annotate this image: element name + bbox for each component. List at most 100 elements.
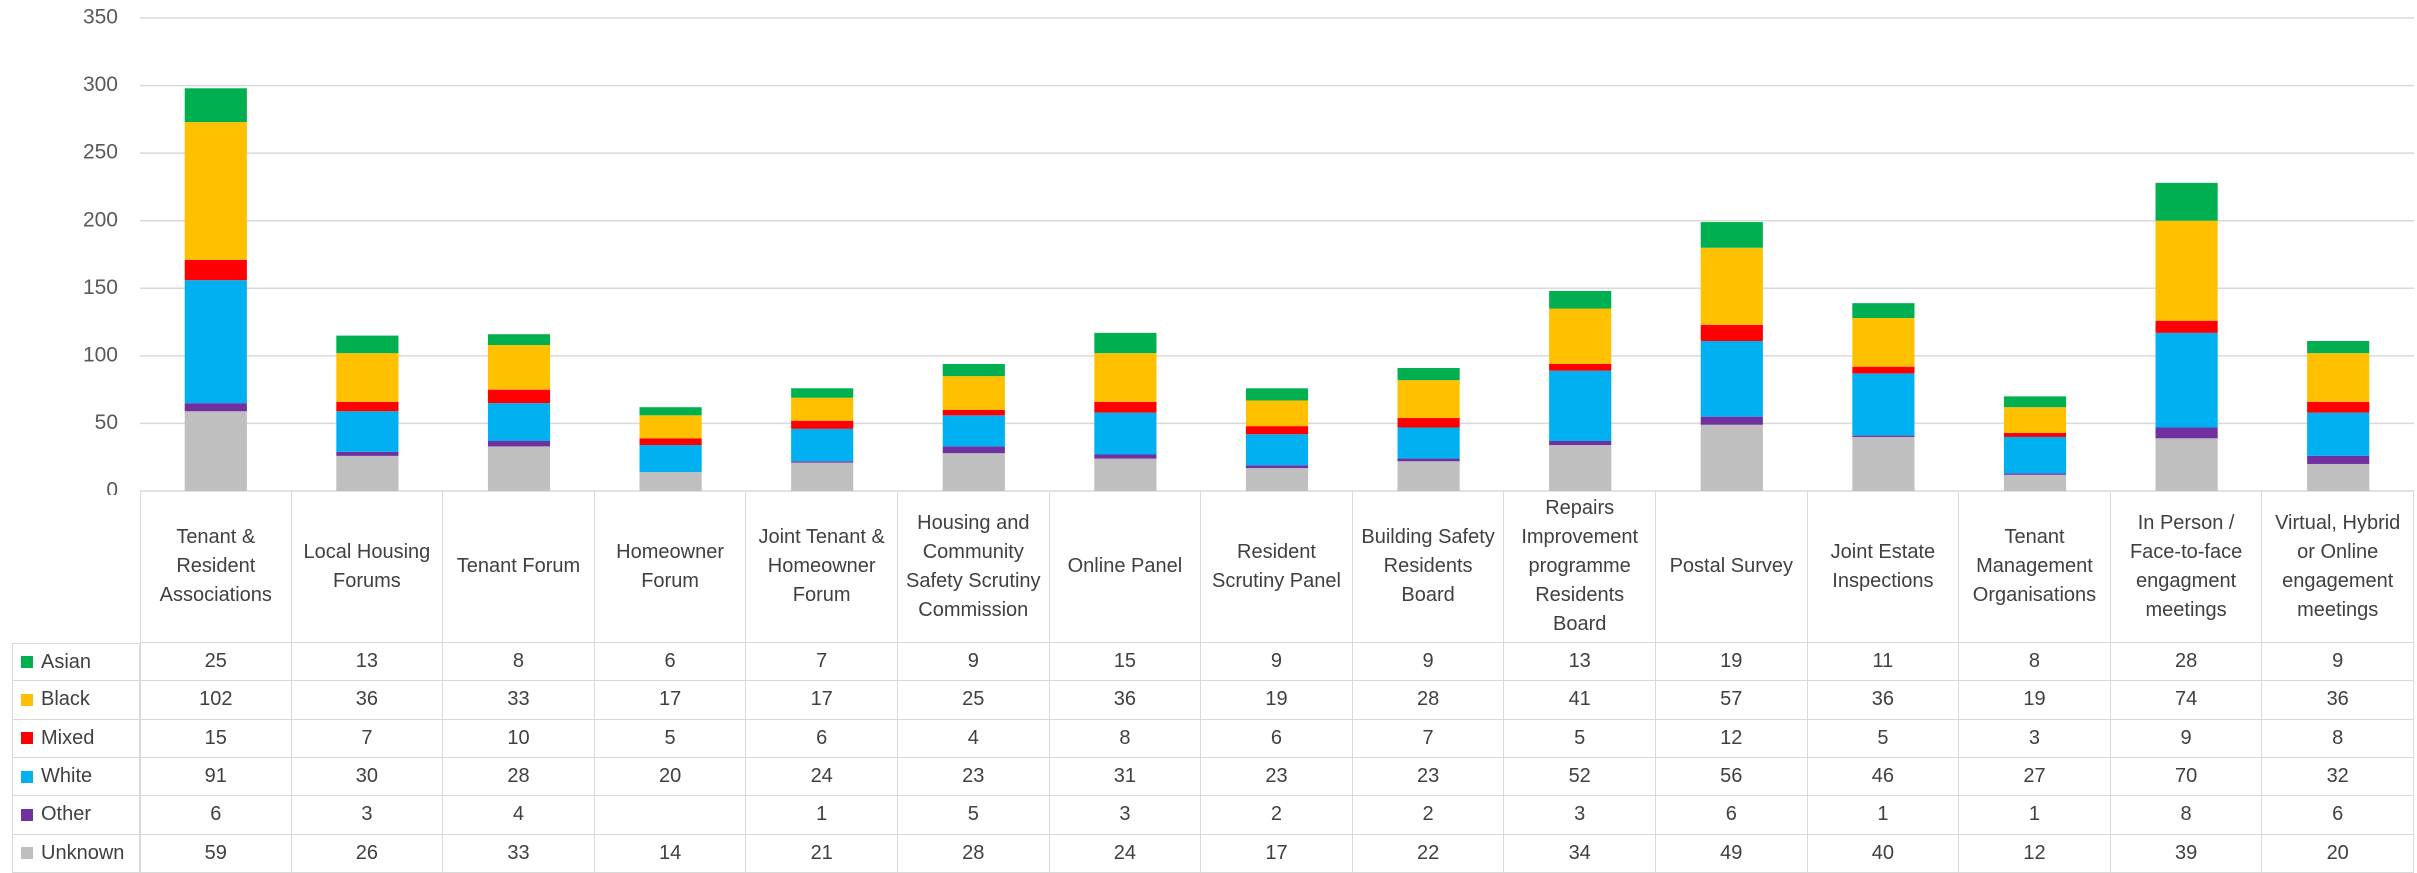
table-value: 1 <box>746 796 898 835</box>
category-label: Online Panel <box>1049 491 1202 643</box>
table-value: 15 <box>1049 643 1202 682</box>
legend-swatch <box>21 693 33 706</box>
category-label: Tenant Management Organisations <box>1959 491 2111 643</box>
legend-swatch <box>21 656 33 669</box>
bar-segment <box>2155 182 2218 221</box>
table-value: 14 <box>594 834 747 873</box>
table-value: 15 <box>140 719 292 758</box>
bar-segment <box>2155 320 2218 333</box>
bar-segment <box>1094 353 1157 402</box>
category-label: Virtual, Hybrid or Online engagement mee… <box>2262 491 2414 643</box>
table-value: 25 <box>140 643 292 682</box>
bar-segment <box>1549 290 1612 309</box>
bar-segment <box>487 440 551 447</box>
plot-area: 0 50 100 150 200 250 300 350 <box>83 6 2414 495</box>
bar-segment <box>2155 220 2218 321</box>
bar-segment <box>184 280 247 404</box>
table-value: 1 <box>1807 796 1960 835</box>
bar-segment <box>1700 324 1763 341</box>
legend-label: Black <box>41 688 90 711</box>
table-value: 9 <box>2110 719 2263 758</box>
table-value: 20 <box>594 758 747 797</box>
table-value: 40 <box>1807 834 1960 873</box>
category-label: Joint Tenant & Homeowner Forum <box>746 491 898 643</box>
table-value: 3 <box>1049 796 1202 835</box>
legend-entry: Other <box>12 796 140 835</box>
table-value: 28 <box>2110 643 2263 682</box>
bar-segment <box>1700 416 1763 425</box>
table-value: 5 <box>1807 719 1960 758</box>
table-value: 7 <box>291 719 444 758</box>
bar-segment <box>1245 426 1309 435</box>
bar-segment <box>2003 432 2067 437</box>
bar-segment <box>942 453 1005 491</box>
table-value: 10 <box>443 719 595 758</box>
bar-segment <box>791 397 854 421</box>
bar-segment <box>2307 401 2370 413</box>
table-value: 6 <box>1656 796 1808 835</box>
table-value: 49 <box>1656 834 1808 873</box>
bar-segment <box>1397 461 1460 491</box>
bar-segment <box>1245 388 1309 401</box>
table-value: 56 <box>1656 758 1808 797</box>
bar-segment <box>2307 455 2370 464</box>
bar-segment <box>1094 454 1157 459</box>
table-value: 57 <box>1656 681 1808 720</box>
category-label: Housing and Community Safety Scrutiny Co… <box>898 491 1050 643</box>
legend-swatch <box>21 732 33 745</box>
table-value: 6 <box>1201 719 1353 758</box>
category-label: Building Safety Residents Board <box>1352 491 1505 643</box>
table-value: 9 <box>1201 643 1353 682</box>
bar-segment <box>1852 373 1915 436</box>
bar-segment <box>1245 400 1309 427</box>
table-value: 33 <box>443 834 595 873</box>
table-value: 23 <box>898 758 1050 797</box>
bar-segment <box>942 446 1005 454</box>
table-value: 12 <box>1959 834 2111 873</box>
table-value: 5 <box>1504 719 1656 758</box>
table-value: 36 <box>2262 681 2414 720</box>
y-tick-label: 50 <box>95 411 118 434</box>
bar-segment <box>1549 440 1612 446</box>
table-value: 19 <box>1656 643 1808 682</box>
bar-segment <box>1700 222 1763 248</box>
category-label: Tenant Forum <box>443 491 595 643</box>
table-value: 5 <box>898 796 1050 835</box>
bar-segment <box>942 376 1005 410</box>
table-value: 3 <box>1504 796 1656 835</box>
table-value: 24 <box>1049 834 1202 873</box>
y-tick-label: 0 <box>106 479 118 495</box>
bar-segment <box>1094 401 1157 413</box>
table-value: 19 <box>1201 681 1353 720</box>
category-label: In Person / Face-to-face engagment meeti… <box>2110 491 2263 643</box>
legend-label: Unknown <box>41 841 125 864</box>
bar-segment <box>1094 458 1157 491</box>
bar-segment <box>1397 380 1460 419</box>
bar-segment <box>2307 412 2370 456</box>
bar-segment <box>639 407 702 416</box>
y-tick-label: 350 <box>83 6 118 29</box>
bar-segment <box>1549 308 1612 364</box>
bar-segment <box>1397 418 1460 428</box>
table-value: 30 <box>291 758 444 797</box>
bar-segment <box>639 472 702 491</box>
category-label: Resident Scrutiny Panel <box>1201 491 1353 643</box>
table-value: 25 <box>898 681 1050 720</box>
y-tick-label: 250 <box>83 141 118 164</box>
bar-segment <box>184 122 247 260</box>
table-value: 28 <box>1352 681 1505 720</box>
bar-segment <box>336 335 399 354</box>
bar-segment <box>487 403 551 441</box>
bar-segment <box>2307 463 2370 491</box>
table-value: 6 <box>594 643 747 682</box>
table-value: 8 <box>443 643 595 682</box>
table-value: 9 <box>2262 643 2414 682</box>
table-value: 102 <box>140 681 292 720</box>
legend-swatch <box>21 847 33 860</box>
bar-segment <box>942 415 1005 447</box>
bar-segment <box>2155 332 2218 428</box>
bar-segment <box>487 345 551 390</box>
bar-segment <box>1852 436 1915 491</box>
bar-segment <box>1094 412 1157 455</box>
